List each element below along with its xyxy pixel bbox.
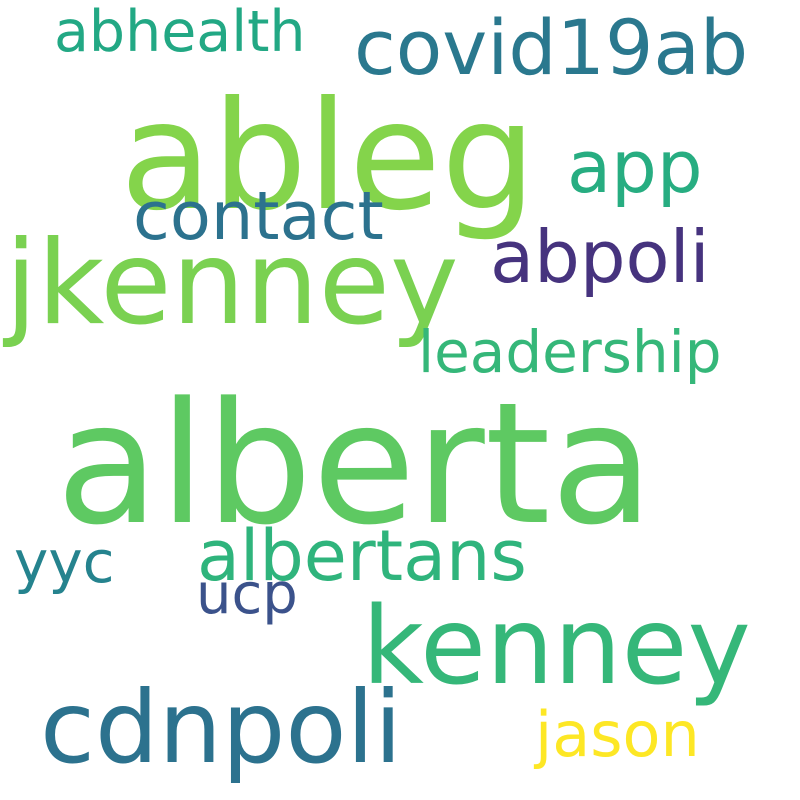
word-cdnpoli: cdnpoli (40, 669, 403, 786)
word-leadership: leadership (418, 318, 722, 386)
word-abpoli: abpoli (490, 215, 710, 299)
word-jkenney: jkenney (5, 216, 459, 351)
word-ucp: ucp (196, 562, 298, 627)
word-app: app (567, 125, 703, 209)
word-covid19ab: covid19ab (354, 3, 749, 92)
word-contact: contact (133, 177, 384, 255)
word-yyc: yyc (14, 528, 115, 596)
word-abhealth: abhealth (54, 0, 306, 65)
word-kenney: kenney (362, 585, 751, 709)
word-albertans: albertans (197, 515, 527, 597)
word-alberta: alberta (56, 366, 654, 562)
word-jason: jason (535, 698, 700, 771)
word-ableg: ableg (120, 70, 537, 244)
